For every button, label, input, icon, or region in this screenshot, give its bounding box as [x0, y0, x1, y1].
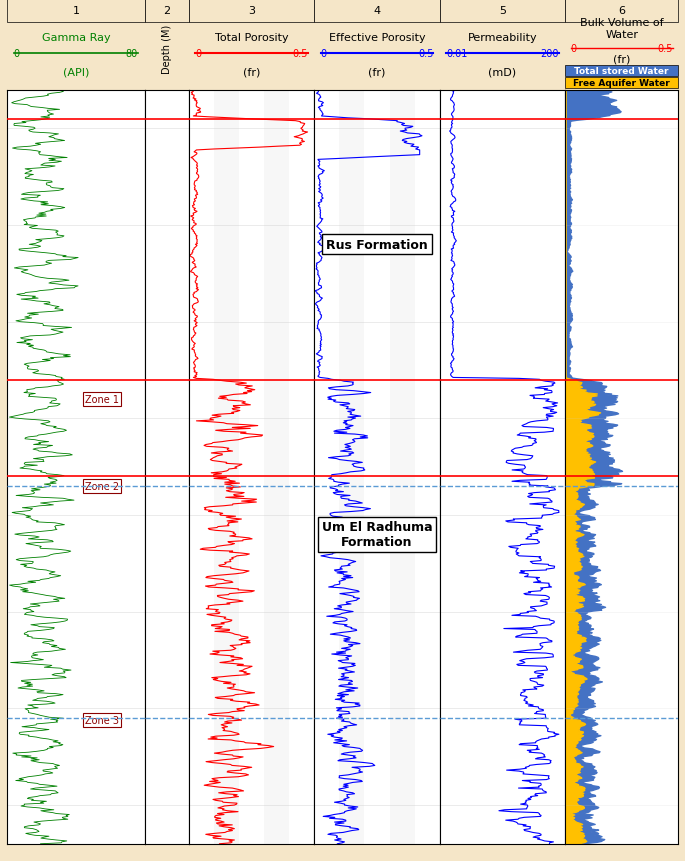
- Text: 0: 0: [571, 44, 577, 54]
- Text: (fr): (fr): [243, 67, 260, 77]
- Text: Zone 3: Zone 3: [85, 715, 119, 725]
- Text: 5: 5: [499, 6, 506, 16]
- Bar: [440, 0, 565, 22]
- Bar: [390, 90, 414, 844]
- Text: 0: 0: [14, 49, 20, 59]
- Bar: [565, 66, 678, 77]
- Text: 200: 200: [540, 49, 559, 59]
- Text: 0.01: 0.01: [446, 49, 467, 59]
- Text: (mD): (mD): [488, 67, 516, 77]
- Text: 2: 2: [163, 6, 171, 16]
- Text: 1: 1: [73, 6, 79, 16]
- Text: Total stored Water: Total stored Water: [575, 67, 669, 76]
- Text: Permeability: Permeability: [468, 33, 537, 43]
- Text: Total Porosity: Total Porosity: [214, 33, 288, 43]
- Bar: [145, 0, 189, 22]
- Bar: [339, 90, 364, 844]
- Bar: [264, 90, 289, 844]
- Text: Effective Porosity: Effective Porosity: [329, 33, 425, 43]
- Text: (fr): (fr): [369, 67, 386, 77]
- Text: (API): (API): [62, 67, 89, 77]
- Text: 0.5: 0.5: [657, 44, 673, 54]
- Text: Bulk Volume of
Water: Bulk Volume of Water: [580, 18, 664, 40]
- Text: 0: 0: [195, 49, 201, 59]
- Bar: [214, 90, 239, 844]
- Text: Rus Formation: Rus Formation: [326, 238, 428, 251]
- Text: Gamma Ray: Gamma Ray: [42, 33, 110, 43]
- Bar: [565, 77, 678, 89]
- Bar: [7, 0, 145, 22]
- Text: Zone 2: Zone 2: [85, 481, 119, 492]
- Bar: [565, 0, 678, 22]
- Text: 0.5: 0.5: [418, 49, 434, 59]
- Text: Um El Radhuma
Formation: Um El Radhuma Formation: [322, 521, 432, 548]
- Text: 0.5: 0.5: [292, 49, 308, 59]
- Text: Free Aquifer Water: Free Aquifer Water: [573, 78, 670, 88]
- Text: 4: 4: [373, 6, 381, 16]
- Text: 3: 3: [248, 6, 255, 16]
- Text: 0: 0: [321, 49, 327, 59]
- Bar: [314, 0, 440, 22]
- Bar: [189, 0, 314, 22]
- Text: 6: 6: [618, 6, 625, 16]
- Text: Zone 1: Zone 1: [85, 394, 119, 405]
- Text: (fr): (fr): [613, 54, 630, 65]
- Text: 80: 80: [126, 49, 138, 59]
- Text: Depth (M): Depth (M): [162, 25, 172, 74]
